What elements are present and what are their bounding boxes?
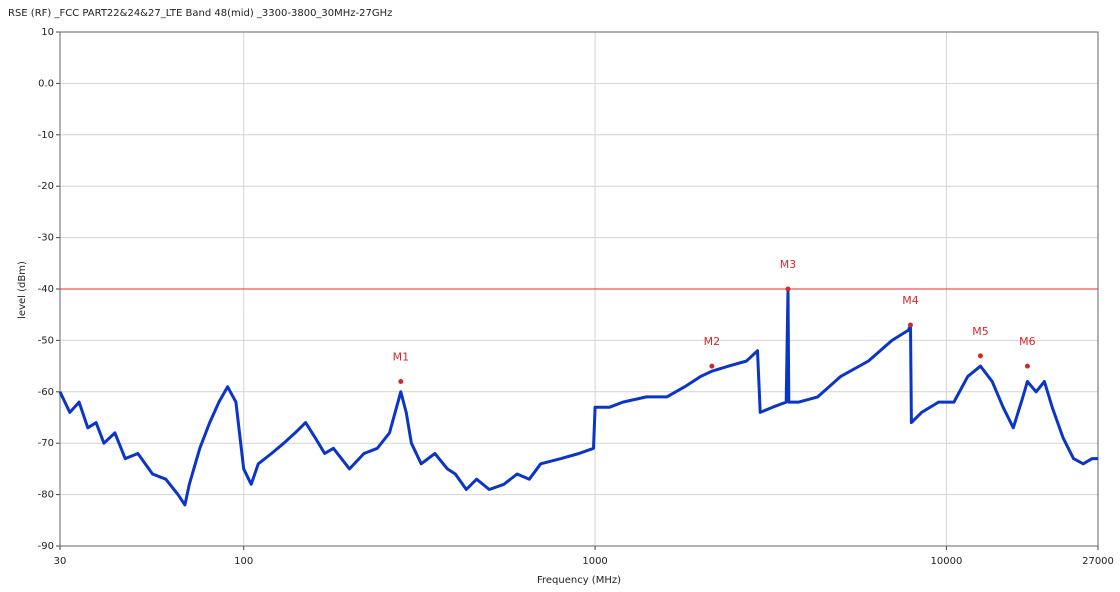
y-tick-label: -40 — [38, 284, 54, 295]
y-tick-label: -70 — [38, 438, 54, 449]
y-tick-label: -50 — [38, 335, 54, 346]
marker-dot — [398, 379, 404, 385]
y-tick-label: -90 — [38, 541, 54, 552]
marker-dot — [785, 286, 791, 292]
chart-title: RSE (RF) _FCC PART22&24&27_LTE Band 48(m… — [8, 8, 392, 19]
x-tick-label: 1000 — [582, 556, 607, 567]
marker-label: M4 — [902, 294, 919, 307]
y-tick-label: -80 — [38, 490, 54, 501]
marker-dot — [1024, 363, 1030, 369]
y-axis-label: level (dBm) — [17, 261, 28, 319]
x-axis-label: Frequency (MHz) — [537, 575, 621, 586]
marker-dot — [977, 353, 983, 359]
x-tick-label: 10000 — [931, 556, 963, 567]
marker-label: M6 — [1019, 335, 1036, 348]
x-tick-label: 30 — [54, 556, 67, 567]
marker-label: M2 — [704, 335, 721, 348]
y-tick-label: 0.0 — [38, 78, 54, 89]
marker-label: M3 — [780, 258, 797, 271]
y-tick-label: 10 — [41, 27, 54, 38]
x-tick-label: 100 — [234, 556, 253, 567]
marker-dot — [709, 363, 715, 369]
marker-label: M5 — [972, 325, 989, 338]
x-tick-label: 27000 — [1082, 556, 1114, 567]
marker-dot — [907, 322, 913, 328]
marker-label: M1 — [393, 351, 410, 364]
y-tick-label: -20 — [38, 181, 54, 192]
y-tick-label: -60 — [38, 387, 54, 398]
y-tick-label: -10 — [38, 130, 54, 141]
trace — [58, 287, 1098, 507]
y-tick-label: -30 — [38, 233, 54, 244]
